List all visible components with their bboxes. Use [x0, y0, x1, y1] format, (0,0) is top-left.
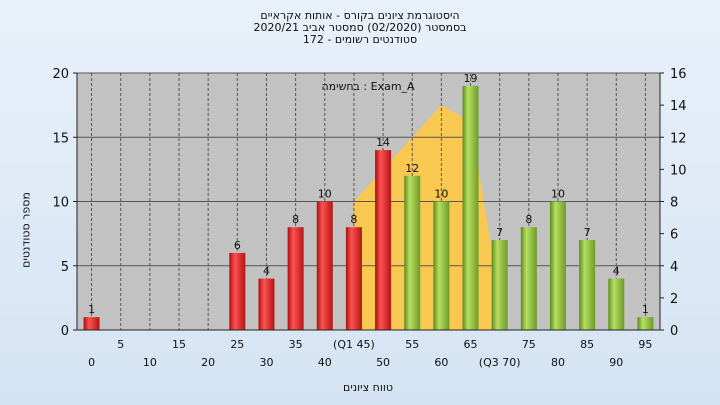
- title-line-1: היסטוגרמת ציונים בקורס - אותות אקראיים: [260, 9, 460, 22]
- bar-value-label: 4: [613, 265, 620, 278]
- title-line-3: 172 - סטודנטים רשומים: [302, 33, 418, 46]
- bar-value-label: 12: [405, 162, 419, 175]
- bar-value-label: 1: [642, 303, 649, 316]
- y2-tick-label: 4: [670, 260, 678, 275]
- y2-tick-label: 14: [670, 99, 687, 114]
- bar-35: [287, 227, 304, 330]
- bar-value-label: 4: [263, 265, 270, 278]
- bar-value-label: 19: [464, 72, 478, 85]
- y2-tick-label: 0: [670, 324, 678, 339]
- y-tick-label: 0: [61, 324, 69, 339]
- x-tick-label: 50: [376, 356, 390, 369]
- x-axis-title: טווח ציונים: [343, 381, 393, 394]
- y-axis-title: מספר סטודנטים: [19, 192, 33, 268]
- x-tick-label: (Q3 70): [479, 356, 521, 369]
- y2-tick-label: 16: [670, 67, 687, 82]
- bar-0: [83, 317, 100, 330]
- bar-50: [375, 150, 392, 330]
- x-tick-label: 35: [289, 338, 303, 351]
- title-line-2: 2020/21 בסמסטר (02/2020) סמסטר אביב: [253, 21, 467, 34]
- x-tick-label: 80: [551, 356, 565, 369]
- bar-value-label: 8: [350, 213, 357, 226]
- bar-80: [549, 201, 566, 330]
- x-tick-label: 85: [580, 338, 594, 351]
- x-tick-label: 75: [522, 338, 536, 351]
- bar-value-label: 14: [376, 136, 390, 149]
- bar-25: [229, 252, 246, 330]
- x-tick-label: 25: [230, 338, 244, 351]
- exam-list-label: בחשימה : Exam_A: [321, 80, 415, 93]
- bar-90: [608, 278, 625, 330]
- bar-value-label: 7: [584, 226, 591, 239]
- bar-value-label: 6: [234, 239, 241, 252]
- bar-55: [404, 175, 421, 330]
- bar-60: [433, 201, 450, 330]
- bar-40: [316, 201, 333, 330]
- bar-value-label: 1: [88, 303, 95, 316]
- bar-65: [462, 85, 479, 330]
- bar-45: [345, 227, 362, 330]
- y2-tick-label: 10: [670, 163, 687, 178]
- x-tick-label: 60: [434, 356, 448, 369]
- bar-70: [491, 240, 508, 330]
- bar-value-label: 8: [525, 213, 532, 226]
- y2-tick-label: 6: [670, 228, 678, 243]
- bar-75: [520, 227, 537, 330]
- y-tick-label: 5: [61, 260, 69, 275]
- y-tick-label: 20: [52, 67, 69, 82]
- x-tick-label: 15: [172, 338, 186, 351]
- y2-tick-label: 2: [670, 292, 678, 307]
- y2-tick-label: 12: [670, 131, 687, 146]
- x-tick-label: 0: [88, 356, 95, 369]
- chart-title: היסטוגרמת ציונים בקורס - אותות אקראיים 2…: [0, 10, 720, 46]
- x-tick-label: 5: [117, 338, 124, 351]
- bar-value-label: 7: [496, 226, 503, 239]
- y2-tick-label: 8: [670, 196, 678, 211]
- bar-value-label: 10: [551, 188, 565, 201]
- x-tick-label: 40: [318, 356, 332, 369]
- y-tick-label: 10: [52, 196, 69, 211]
- bar-95: [637, 317, 654, 330]
- x-tick-label: (Q1 45): [333, 338, 375, 351]
- bar-30: [258, 278, 275, 330]
- bar-value-label: 8: [292, 213, 299, 226]
- bar-value-label: 10: [434, 188, 448, 201]
- x-tick-label: 10: [143, 356, 157, 369]
- x-tick-label: 95: [638, 338, 652, 351]
- x-tick-label: 55: [405, 338, 419, 351]
- bar-85: [579, 240, 596, 330]
- x-tick-label: 65: [464, 338, 478, 351]
- y-tick-label: 15: [52, 131, 69, 146]
- bar-value-label: 10: [318, 188, 332, 201]
- x-tick-label: 30: [259, 356, 273, 369]
- x-tick-label: 20: [201, 356, 215, 369]
- x-tick-label: 90: [609, 356, 623, 369]
